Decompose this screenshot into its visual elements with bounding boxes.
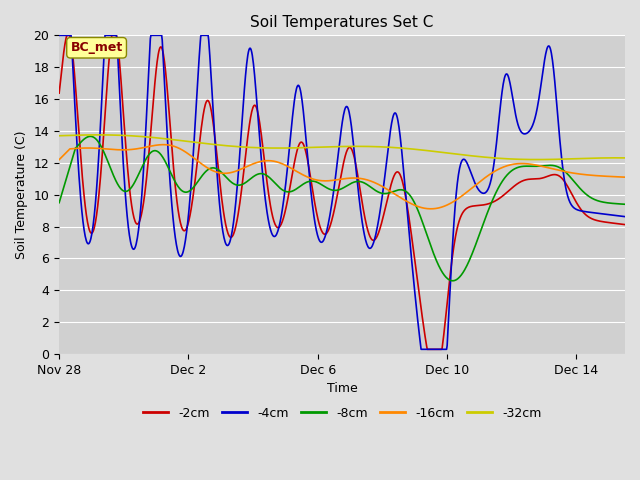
- Title: Soil Temperatures Set C: Soil Temperatures Set C: [250, 15, 434, 30]
- Y-axis label: Soil Temperature (C): Soil Temperature (C): [15, 131, 28, 259]
- X-axis label: Time: Time: [326, 383, 358, 396]
- Legend: -2cm, -4cm, -8cm, -16cm, -32cm: -2cm, -4cm, -8cm, -16cm, -32cm: [138, 402, 547, 425]
- Text: BC_met: BC_met: [70, 41, 123, 54]
